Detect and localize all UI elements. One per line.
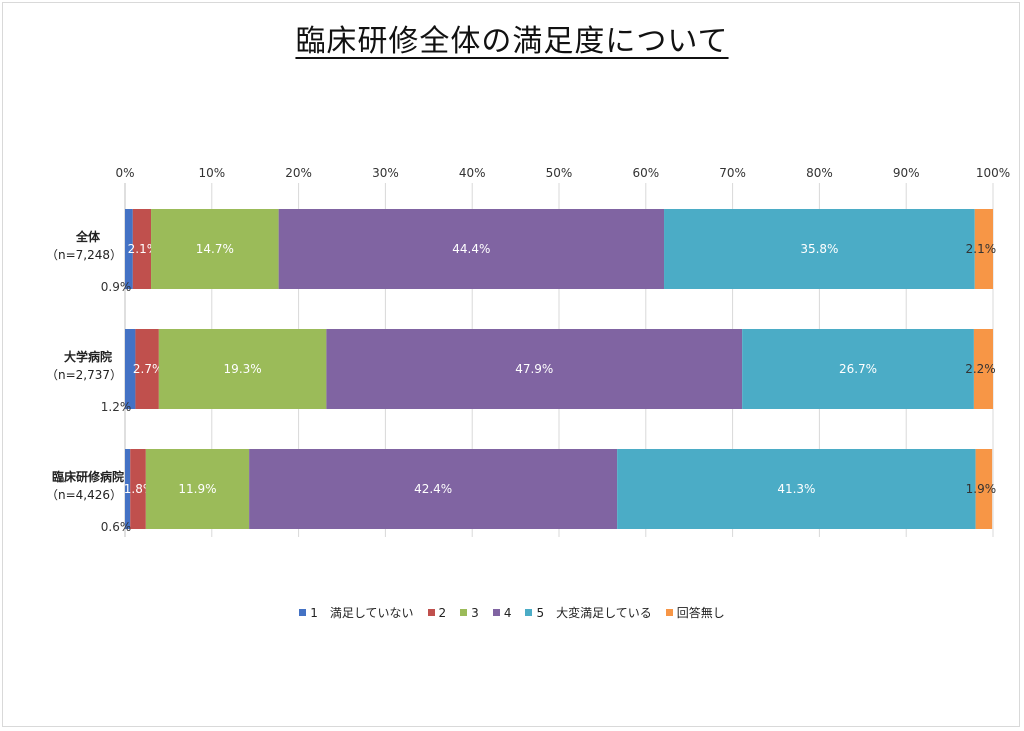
bar-segment <box>132 209 152 289</box>
data-label: 44.4% <box>452 242 490 256</box>
x-tick-label: 70% <box>719 166 746 180</box>
legend-swatch <box>427 609 435 616</box>
legend-swatch <box>525 609 533 616</box>
data-label: 47.9% <box>515 362 553 376</box>
data-label: 2.1% <box>966 242 997 256</box>
bar-segment <box>617 449 976 529</box>
x-tick-label: 30% <box>372 166 399 180</box>
legend-swatch <box>665 609 673 616</box>
bar-segment <box>249 449 618 529</box>
x-tick-label: 40% <box>459 166 486 180</box>
legend-item: 1 満足していない <box>299 604 414 621</box>
bar-segment <box>664 209 975 289</box>
x-tick-label: 0% <box>115 166 134 180</box>
data-label: 0.6% <box>101 520 132 534</box>
data-label: 41.3% <box>777 482 815 496</box>
bar-segment <box>158 329 327 409</box>
legend-swatch <box>492 609 500 616</box>
x-tick-label: 60% <box>632 166 659 180</box>
data-label: 26.7% <box>839 362 877 376</box>
x-tick-label: 20% <box>285 166 312 180</box>
legend-swatch <box>460 609 468 616</box>
legend-label: 回答無し <box>676 606 725 620</box>
bar-segment <box>974 209 993 289</box>
data-label: 1.9% <box>966 482 997 496</box>
bar-segment <box>130 449 146 529</box>
bar-segment <box>125 329 136 409</box>
category-label: 臨床研修病院 <box>52 469 124 484</box>
data-label: 1.2% <box>101 400 132 414</box>
data-label: 35.8% <box>800 242 838 256</box>
bar-segment <box>135 329 159 409</box>
legend-item: 2 <box>427 604 447 621</box>
x-tick-label: 90% <box>893 166 920 180</box>
legend-item: 3 <box>460 604 479 621</box>
x-tick-label: 50% <box>546 166 573 180</box>
bar-segment <box>151 209 279 289</box>
chart-legend: 1 満足していない 2 3 4 5 大変満足している 回答無し <box>0 604 1024 621</box>
bar-segment <box>973 329 993 409</box>
x-tick-label: 10% <box>198 166 225 180</box>
data-label: 19.3% <box>224 362 262 376</box>
legend-label: 3 <box>471 605 479 620</box>
chart-title: 臨床研修全体の満足度について <box>295 24 729 59</box>
bar-segment <box>742 329 974 409</box>
data-label: 2.2% <box>965 362 996 376</box>
bar-segment <box>125 209 133 289</box>
data-label: 2.7% <box>133 362 164 376</box>
legend-label: 2 <box>438 605 447 620</box>
legend-item: 5 大変満足している <box>525 604 652 621</box>
x-tick-label: 100% <box>976 166 1010 180</box>
bar-segment <box>975 449 993 529</box>
data-label: 42.4% <box>414 482 452 496</box>
stacked-bar-chart: 0% 10% 20% 30% 40% 50% 60% 70% 80% 90% 100% 全体 （n=7,… <box>46 166 1010 537</box>
bar-segment <box>278 209 665 289</box>
data-label: 14.7% <box>196 242 234 256</box>
bar-segment <box>145 449 250 529</box>
bar-segment <box>326 329 743 409</box>
legend-label: 1 満足していない <box>310 606 414 620</box>
data-label: 2.1% <box>128 242 159 256</box>
data-label: 0.9% <box>101 280 132 294</box>
category-label: 大学病院 <box>64 349 112 364</box>
category-sub-label: （n=7,248） <box>46 248 122 262</box>
category-sub-label: （n=2,737） <box>46 368 122 382</box>
legend-label: 4 <box>503 605 512 620</box>
data-label: 11.9% <box>178 482 216 496</box>
bar-segment <box>125 449 131 529</box>
x-tick-label: 80% <box>806 166 833 180</box>
legend-label: 5 大変満足している <box>536 606 652 620</box>
category-label: 全体 <box>75 229 101 244</box>
legend-item: 回答無し <box>665 604 725 621</box>
category-sub-label: （n=4,426） <box>46 488 122 502</box>
legend-item: 4 <box>492 604 512 621</box>
legend-swatch <box>299 609 307 616</box>
